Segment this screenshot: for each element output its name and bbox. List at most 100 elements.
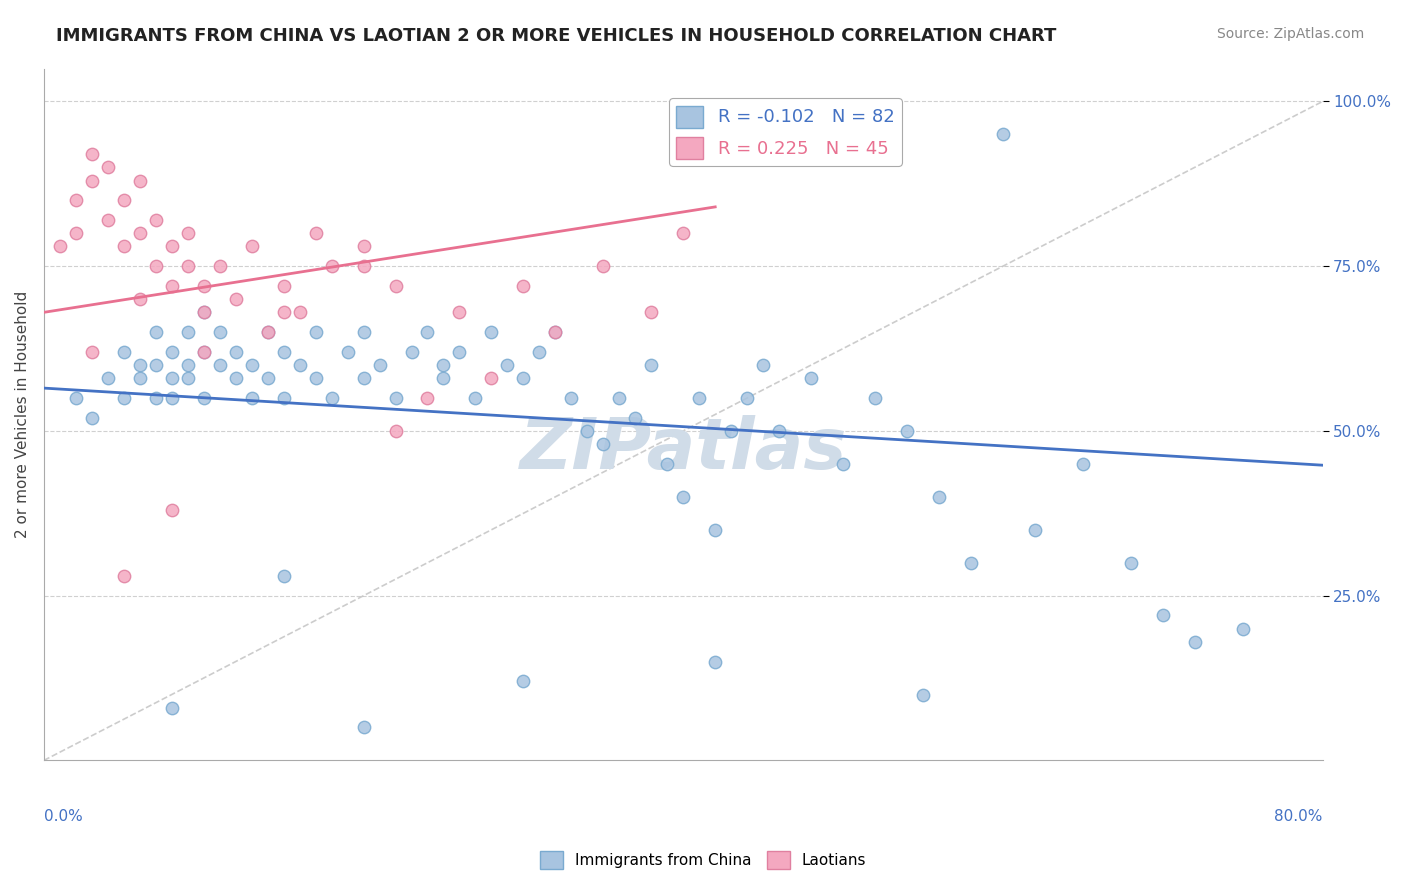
Point — [177, 259, 200, 273]
Point — [1024, 523, 1046, 537]
Point — [353, 721, 375, 735]
Point — [1119, 556, 1142, 570]
Point — [384, 279, 406, 293]
Point — [353, 259, 375, 273]
Point — [65, 194, 87, 208]
Point — [928, 490, 950, 504]
Point — [863, 391, 886, 405]
Point — [65, 226, 87, 240]
Point — [160, 371, 183, 385]
Point — [768, 424, 790, 438]
Point — [80, 410, 103, 425]
Point — [416, 391, 439, 405]
Point — [128, 371, 150, 385]
Point — [624, 410, 647, 425]
Point — [544, 325, 567, 339]
Point — [449, 344, 471, 359]
Point — [208, 259, 231, 273]
Point — [481, 371, 503, 385]
Point — [273, 279, 295, 293]
Point — [353, 239, 375, 253]
Point — [160, 391, 183, 405]
Point — [384, 424, 406, 438]
Point — [80, 147, 103, 161]
Point — [416, 325, 439, 339]
Point — [1071, 457, 1094, 471]
Point — [273, 569, 295, 583]
Point — [896, 424, 918, 438]
Point — [97, 161, 120, 175]
Point — [240, 239, 263, 253]
Point — [273, 305, 295, 319]
Point — [672, 226, 695, 240]
Text: 0.0%: 0.0% — [44, 809, 83, 824]
Point — [112, 344, 135, 359]
Point — [544, 325, 567, 339]
Point — [512, 371, 534, 385]
Point — [193, 344, 215, 359]
Point — [464, 391, 486, 405]
Point — [512, 279, 534, 293]
Point — [193, 391, 215, 405]
Point — [256, 371, 278, 385]
Point — [384, 391, 406, 405]
Point — [177, 226, 200, 240]
Point — [353, 325, 375, 339]
Point — [529, 344, 551, 359]
Point — [160, 239, 183, 253]
Point — [145, 358, 167, 372]
Point — [911, 688, 934, 702]
Point — [432, 358, 454, 372]
Point — [304, 325, 326, 339]
Point — [688, 391, 710, 405]
Text: IMMIGRANTS FROM CHINA VS LAOTIAN 2 OR MORE VEHICLES IN HOUSEHOLD CORRELATION CHA: IMMIGRANTS FROM CHINA VS LAOTIAN 2 OR MO… — [56, 27, 1057, 45]
Point — [657, 457, 679, 471]
Point — [592, 259, 614, 273]
Point — [240, 391, 263, 405]
Text: Source: ZipAtlas.com: Source: ZipAtlas.com — [1216, 27, 1364, 41]
Point — [368, 358, 391, 372]
Point — [304, 226, 326, 240]
Point — [225, 371, 247, 385]
Point — [720, 424, 742, 438]
Point — [177, 325, 200, 339]
Point — [112, 239, 135, 253]
Point — [145, 259, 167, 273]
Point — [321, 391, 343, 405]
Point — [177, 371, 200, 385]
Point — [193, 279, 215, 293]
Y-axis label: 2 or more Vehicles in Household: 2 or more Vehicles in Household — [15, 291, 30, 538]
Text: ZIPatlas: ZIPatlas — [520, 415, 846, 483]
Point — [225, 292, 247, 306]
Point — [704, 655, 727, 669]
Point — [304, 371, 326, 385]
Point — [160, 279, 183, 293]
Point — [160, 344, 183, 359]
Point — [288, 358, 311, 372]
Point — [145, 391, 167, 405]
Point — [288, 305, 311, 319]
Point — [193, 344, 215, 359]
Point — [160, 700, 183, 714]
Point — [449, 305, 471, 319]
Point — [672, 490, 695, 504]
Point — [960, 556, 983, 570]
Point — [704, 523, 727, 537]
Legend: R = -0.102   N = 82, R = 0.225   N = 45: R = -0.102 N = 82, R = 0.225 N = 45 — [669, 98, 901, 166]
Point — [832, 457, 855, 471]
Point — [225, 344, 247, 359]
Point — [401, 344, 423, 359]
Point — [1184, 634, 1206, 648]
Point — [112, 391, 135, 405]
Point — [273, 344, 295, 359]
Point — [97, 371, 120, 385]
Point — [735, 391, 758, 405]
Point — [576, 424, 599, 438]
Point — [128, 226, 150, 240]
Point — [208, 325, 231, 339]
Point — [640, 358, 662, 372]
Point — [177, 358, 200, 372]
Point — [112, 569, 135, 583]
Point — [432, 371, 454, 385]
Point — [512, 674, 534, 689]
